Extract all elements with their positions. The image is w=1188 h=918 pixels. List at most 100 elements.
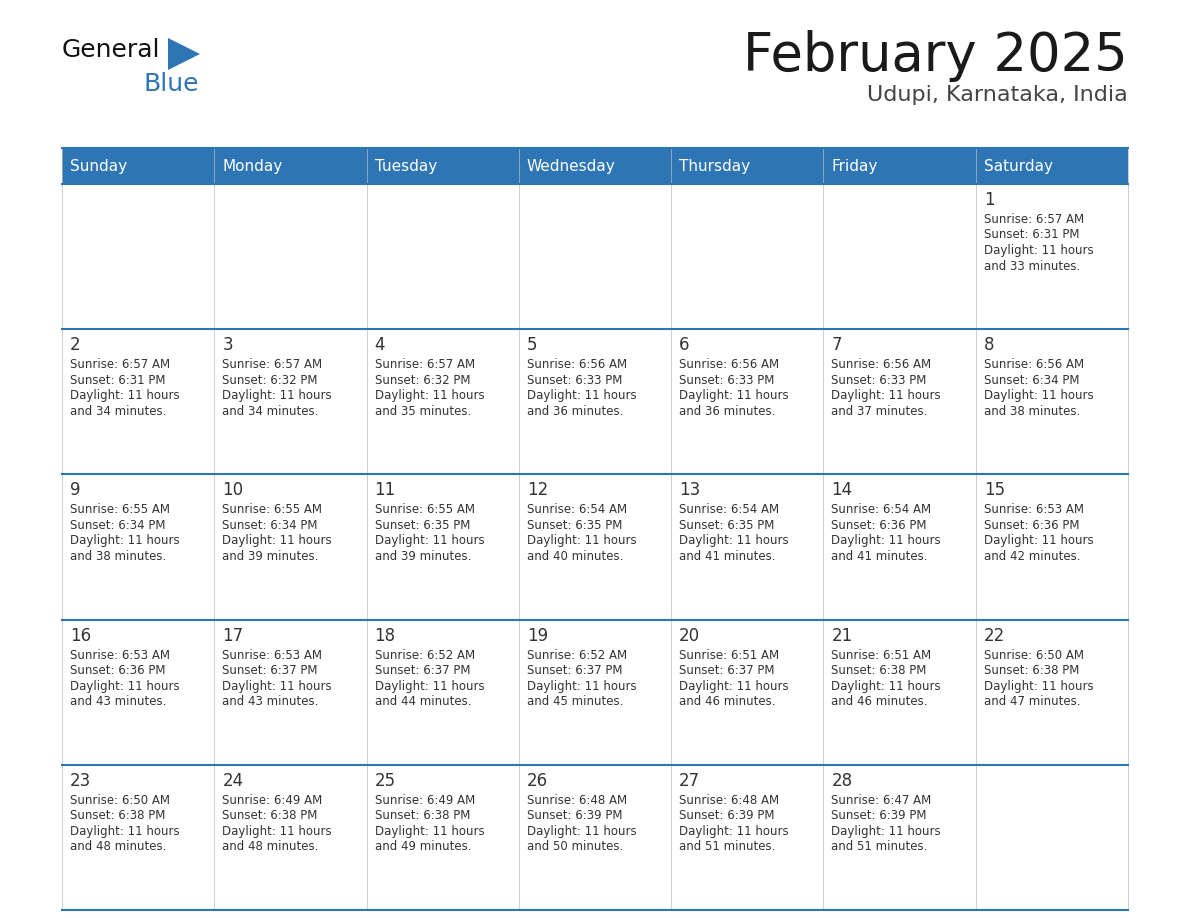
Text: 17: 17: [222, 627, 244, 644]
Text: Daylight: 11 hours: Daylight: 11 hours: [680, 679, 789, 692]
Text: Udupi, Karnataka, India: Udupi, Karnataka, India: [867, 85, 1127, 105]
Text: Sunday: Sunday: [70, 159, 127, 174]
Text: Daylight: 11 hours: Daylight: 11 hours: [832, 824, 941, 838]
Text: Sunset: 6:37 PM: Sunset: 6:37 PM: [222, 664, 317, 677]
Text: Daylight: 11 hours: Daylight: 11 hours: [984, 389, 1093, 402]
Text: 26: 26: [526, 772, 548, 789]
Bar: [823, 620, 975, 765]
Text: 25: 25: [374, 772, 396, 789]
Text: Daylight: 11 hours: Daylight: 11 hours: [70, 679, 179, 692]
Text: Wednesday: Wednesday: [526, 159, 615, 174]
Text: Daylight: 11 hours: Daylight: 11 hours: [984, 534, 1093, 547]
Bar: [823, 184, 975, 330]
Text: Friday: Friday: [832, 159, 878, 174]
Bar: [519, 620, 671, 765]
Text: Sunset: 6:35 PM: Sunset: 6:35 PM: [680, 519, 775, 532]
Bar: [367, 765, 519, 910]
Text: Sunset: 6:34 PM: Sunset: 6:34 PM: [222, 519, 317, 532]
Text: and 47 minutes.: and 47 minutes.: [984, 695, 1080, 708]
Text: Sunset: 6:35 PM: Sunset: 6:35 PM: [374, 519, 470, 532]
Text: Sunset: 6:38 PM: Sunset: 6:38 PM: [70, 810, 165, 823]
Text: 11: 11: [374, 481, 396, 499]
Text: and 41 minutes.: and 41 minutes.: [832, 550, 928, 563]
Text: and 35 minutes.: and 35 minutes.: [374, 405, 470, 418]
Text: Daylight: 11 hours: Daylight: 11 hours: [832, 534, 941, 547]
Text: Sunset: 6:38 PM: Sunset: 6:38 PM: [222, 810, 317, 823]
Text: Daylight: 11 hours: Daylight: 11 hours: [374, 534, 485, 547]
Text: and 46 minutes.: and 46 minutes.: [832, 695, 928, 708]
Text: Daylight: 11 hours: Daylight: 11 hours: [984, 244, 1093, 257]
Text: Sunrise: 6:50 AM: Sunrise: 6:50 AM: [984, 649, 1083, 662]
Text: 13: 13: [680, 481, 701, 499]
Text: Daylight: 11 hours: Daylight: 11 hours: [222, 679, 331, 692]
Bar: [823, 148, 975, 184]
Text: Sunset: 6:32 PM: Sunset: 6:32 PM: [374, 374, 470, 386]
Text: 10: 10: [222, 481, 244, 499]
Text: and 43 minutes.: and 43 minutes.: [222, 695, 318, 708]
Bar: [62, 184, 214, 330]
Text: 22: 22: [984, 627, 1005, 644]
Bar: [671, 330, 823, 475]
Text: 8: 8: [984, 336, 994, 354]
Bar: [671, 184, 823, 330]
Text: 4: 4: [374, 336, 385, 354]
Text: Daylight: 11 hours: Daylight: 11 hours: [984, 679, 1093, 692]
Text: Sunrise: 6:48 AM: Sunrise: 6:48 AM: [526, 794, 627, 807]
Text: Sunset: 6:39 PM: Sunset: 6:39 PM: [526, 810, 623, 823]
Text: 2: 2: [70, 336, 81, 354]
Text: Daylight: 11 hours: Daylight: 11 hours: [680, 824, 789, 838]
Text: Thursday: Thursday: [680, 159, 751, 174]
Text: and 48 minutes.: and 48 minutes.: [70, 840, 166, 854]
Bar: [62, 148, 214, 184]
Text: 15: 15: [984, 481, 1005, 499]
Text: Sunrise: 6:57 AM: Sunrise: 6:57 AM: [374, 358, 475, 371]
Text: 19: 19: [526, 627, 548, 644]
Text: and 48 minutes.: and 48 minutes.: [222, 840, 318, 854]
Text: and 44 minutes.: and 44 minutes.: [374, 695, 472, 708]
Text: Sunrise: 6:56 AM: Sunrise: 6:56 AM: [526, 358, 627, 371]
Text: 7: 7: [832, 336, 842, 354]
Bar: [975, 475, 1127, 620]
Text: Sunrise: 6:50 AM: Sunrise: 6:50 AM: [70, 794, 170, 807]
Text: Saturday: Saturday: [984, 159, 1053, 174]
Text: and 41 minutes.: and 41 minutes.: [680, 550, 776, 563]
Text: and 51 minutes.: and 51 minutes.: [832, 840, 928, 854]
Text: February 2025: February 2025: [744, 30, 1127, 82]
Text: Sunset: 6:39 PM: Sunset: 6:39 PM: [832, 810, 927, 823]
Text: Sunrise: 6:52 AM: Sunrise: 6:52 AM: [526, 649, 627, 662]
Text: Sunset: 6:37 PM: Sunset: 6:37 PM: [526, 664, 623, 677]
Text: Daylight: 11 hours: Daylight: 11 hours: [222, 534, 331, 547]
Text: Tuesday: Tuesday: [374, 159, 437, 174]
Text: and 45 minutes.: and 45 minutes.: [526, 695, 624, 708]
Text: Daylight: 11 hours: Daylight: 11 hours: [70, 389, 179, 402]
Text: Monday: Monday: [222, 159, 283, 174]
Text: Daylight: 11 hours: Daylight: 11 hours: [70, 824, 179, 838]
Text: Daylight: 11 hours: Daylight: 11 hours: [374, 389, 485, 402]
Text: Sunrise: 6:57 AM: Sunrise: 6:57 AM: [984, 213, 1083, 226]
Text: Sunset: 6:32 PM: Sunset: 6:32 PM: [222, 374, 317, 386]
Text: and 39 minutes.: and 39 minutes.: [222, 550, 318, 563]
Text: and 38 minutes.: and 38 minutes.: [984, 405, 1080, 418]
Text: Sunrise: 6:54 AM: Sunrise: 6:54 AM: [832, 503, 931, 517]
Bar: [214, 620, 367, 765]
Text: Sunset: 6:34 PM: Sunset: 6:34 PM: [70, 519, 165, 532]
Bar: [214, 765, 367, 910]
Bar: [975, 148, 1127, 184]
Text: Sunset: 6:38 PM: Sunset: 6:38 PM: [984, 664, 1079, 677]
Text: Sunrise: 6:53 AM: Sunrise: 6:53 AM: [222, 649, 322, 662]
Bar: [214, 330, 367, 475]
Text: and 50 minutes.: and 50 minutes.: [526, 840, 624, 854]
Text: Daylight: 11 hours: Daylight: 11 hours: [680, 534, 789, 547]
Text: and 36 minutes.: and 36 minutes.: [526, 405, 624, 418]
Bar: [671, 475, 823, 620]
Text: Daylight: 11 hours: Daylight: 11 hours: [374, 824, 485, 838]
Text: 12: 12: [526, 481, 548, 499]
Bar: [367, 330, 519, 475]
Text: Sunrise: 6:55 AM: Sunrise: 6:55 AM: [374, 503, 474, 517]
Text: and 40 minutes.: and 40 minutes.: [526, 550, 624, 563]
Text: Daylight: 11 hours: Daylight: 11 hours: [526, 389, 637, 402]
Bar: [62, 475, 214, 620]
Bar: [519, 184, 671, 330]
Bar: [975, 620, 1127, 765]
Text: Sunrise: 6:56 AM: Sunrise: 6:56 AM: [984, 358, 1083, 371]
